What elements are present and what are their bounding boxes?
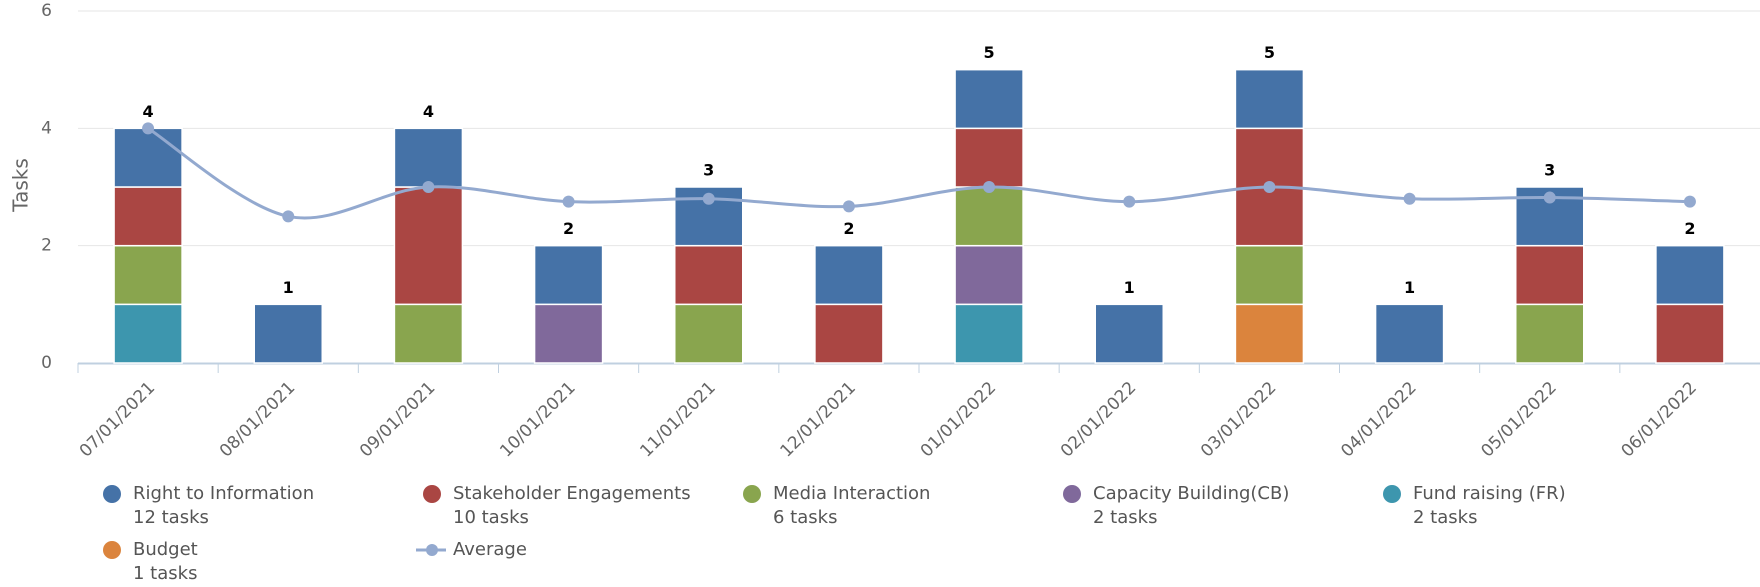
bar-segment bbox=[113, 186, 183, 247]
x-tick-label: 06/01/2022 bbox=[1618, 378, 1701, 461]
bar-segment bbox=[1234, 244, 1305, 306]
average-point bbox=[702, 192, 715, 205]
average-point bbox=[1263, 181, 1276, 193]
average-point bbox=[983, 181, 996, 193]
bar-segment bbox=[814, 244, 884, 306]
bar-segment bbox=[1515, 244, 1585, 306]
bar-segment bbox=[954, 303, 1024, 364]
y-tick-label: 2 bbox=[41, 236, 52, 256]
legend-marker bbox=[743, 485, 761, 503]
legend-label: Capacity Building(CB) bbox=[1093, 483, 1289, 504]
average-point bbox=[1403, 192, 1416, 205]
x-tick-label: 05/01/2022 bbox=[1477, 378, 1560, 461]
bar-segment bbox=[1094, 303, 1164, 364]
total-label: 1 bbox=[283, 278, 294, 297]
legend-label: Average bbox=[453, 539, 527, 560]
x-tick-label: 09/01/2021 bbox=[356, 378, 439, 461]
y-tick-label: 4 bbox=[41, 118, 52, 138]
bar-segment bbox=[113, 303, 183, 364]
legend-marker bbox=[426, 544, 438, 556]
x-tick-label: 01/01/2022 bbox=[917, 378, 1000, 461]
bar-segment bbox=[533, 303, 604, 364]
bar-segment bbox=[393, 303, 464, 364]
average-point bbox=[842, 200, 855, 213]
bar-segment bbox=[1234, 303, 1305, 364]
total-label: 3 bbox=[1544, 161, 1555, 180]
x-tick-label: 02/01/2022 bbox=[1057, 378, 1140, 461]
average-point bbox=[1123, 195, 1136, 208]
average-point bbox=[562, 195, 575, 208]
legend-subtitle: 2 tasks bbox=[1093, 507, 1157, 528]
legend-marker bbox=[423, 485, 441, 503]
legend-label: Media Interaction bbox=[773, 483, 930, 504]
bar-segment bbox=[954, 186, 1024, 247]
average-point bbox=[1683, 195, 1696, 208]
total-label: 4 bbox=[423, 102, 434, 121]
x-tick-label: 03/01/2022 bbox=[1197, 378, 1280, 461]
legend-label: Stakeholder Engagements bbox=[453, 483, 691, 504]
y-axis-title: Tasks bbox=[9, 158, 33, 213]
legend-marker bbox=[103, 541, 121, 559]
bar-segment bbox=[393, 186, 464, 306]
total-label: 2 bbox=[1684, 219, 1695, 238]
bar-segment bbox=[1234, 68, 1305, 130]
legend-subtitle: 1 tasks bbox=[133, 563, 197, 584]
bar-segment bbox=[113, 244, 183, 306]
bar-segment bbox=[954, 127, 1024, 188]
bar-segment bbox=[1374, 303, 1445, 364]
total-label: 5 bbox=[1264, 43, 1275, 62]
bar-segment bbox=[1655, 244, 1725, 306]
legend-subtitle: 6 tasks bbox=[773, 507, 837, 528]
bar-segment bbox=[113, 127, 183, 188]
legend-label: Fund raising (FR) bbox=[1413, 483, 1566, 504]
total-label: 4 bbox=[143, 102, 154, 121]
x-tick-label: 08/01/2021 bbox=[216, 378, 299, 461]
legend-marker bbox=[1063, 485, 1081, 503]
bar-segment bbox=[674, 303, 744, 364]
bar-segment bbox=[954, 244, 1024, 306]
total-label: 2 bbox=[843, 219, 854, 238]
bar-segment bbox=[253, 303, 323, 364]
bar-segment bbox=[1655, 303, 1725, 364]
bar-segment bbox=[954, 68, 1024, 130]
average-point bbox=[282, 210, 295, 223]
bar-segment bbox=[533, 244, 604, 306]
bar-segment bbox=[674, 244, 744, 306]
total-label: 1 bbox=[1404, 278, 1415, 297]
average-line bbox=[147, 127, 1690, 220]
total-label: 1 bbox=[1124, 278, 1135, 297]
legend-label: Right to Information bbox=[133, 483, 314, 504]
y-tick-label: 6 bbox=[41, 1, 52, 21]
bar-segment bbox=[814, 303, 884, 364]
x-tick-label: 12/01/2021 bbox=[777, 378, 860, 461]
x-tick-label: 11/01/2021 bbox=[636, 378, 719, 461]
x-tick-label: 07/01/2021 bbox=[76, 378, 159, 461]
legend-marker bbox=[103, 485, 121, 503]
legend-subtitle: 12 tasks bbox=[133, 507, 209, 528]
bar-segment bbox=[1515, 303, 1585, 364]
legend-subtitle: 2 tasks bbox=[1413, 507, 1477, 528]
legend-label: Budget bbox=[133, 539, 198, 560]
average-point bbox=[1543, 191, 1556, 204]
total-label: 5 bbox=[984, 43, 995, 62]
total-label: 3 bbox=[703, 161, 714, 180]
x-tick-label: 04/01/2022 bbox=[1337, 378, 1420, 461]
average-point bbox=[422, 181, 435, 193]
legend-marker bbox=[1383, 485, 1401, 503]
average-point bbox=[142, 122, 155, 135]
x-tick-label: 10/01/2021 bbox=[496, 378, 579, 461]
legend-subtitle: 10 tasks bbox=[453, 507, 529, 528]
bar-segment bbox=[393, 127, 464, 188]
total-label: 2 bbox=[563, 219, 574, 238]
y-tick-label: 0 bbox=[41, 353, 52, 373]
